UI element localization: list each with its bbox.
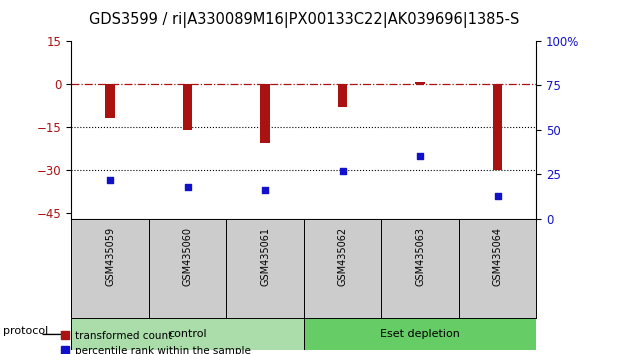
Text: protocol: protocol — [3, 326, 48, 336]
Bar — [183, 84, 192, 130]
Text: control: control — [168, 330, 207, 339]
Point — [260, 187, 270, 193]
Bar — [105, 84, 115, 118]
Text: GSM435064: GSM435064 — [492, 227, 503, 286]
Point — [182, 184, 192, 189]
Bar — [338, 84, 347, 107]
Text: GSM435059: GSM435059 — [105, 227, 115, 286]
Point — [415, 154, 425, 159]
Bar — [260, 84, 270, 143]
Text: GSM435062: GSM435062 — [337, 227, 348, 286]
Point — [105, 177, 115, 182]
Bar — [415, 82, 425, 84]
Legend: transformed count, percentile rank within the sample: transformed count, percentile rank withi… — [61, 331, 250, 354]
Text: GSM435060: GSM435060 — [182, 227, 193, 286]
Text: GDS3599 / ri|A330089M16|PX00133C22|AK039696|1385-S: GDS3599 / ri|A330089M16|PX00133C22|AK039… — [89, 12, 519, 28]
Text: GSM435063: GSM435063 — [415, 227, 425, 286]
Bar — [304, 318, 536, 350]
Point — [337, 168, 347, 173]
Bar — [493, 84, 502, 170]
Point — [492, 193, 502, 198]
Bar — [71, 318, 304, 350]
Text: GSM435061: GSM435061 — [260, 227, 270, 286]
Text: Eset depletion: Eset depletion — [380, 330, 460, 339]
